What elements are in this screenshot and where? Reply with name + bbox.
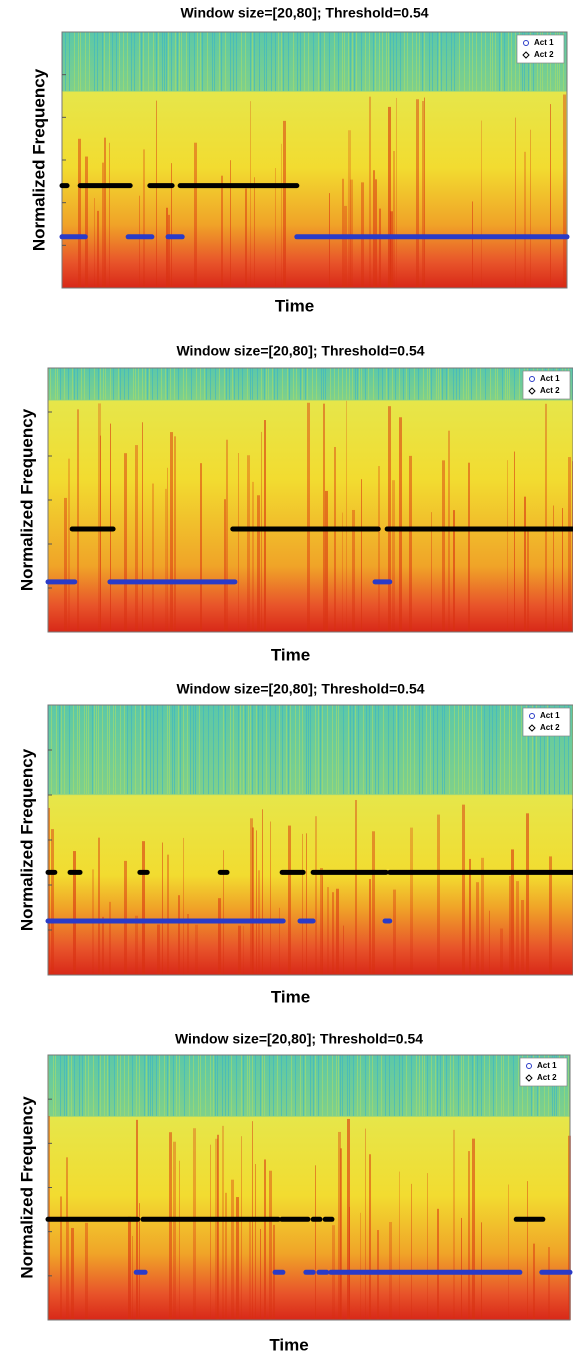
- legend-box: [519, 1057, 568, 1087]
- chart-title: Window size=[20,80]; Threshold=0.54: [176, 681, 424, 697]
- legend-marker: [525, 1074, 533, 1082]
- legend-marker: [529, 713, 535, 719]
- legend-marker: [528, 724, 536, 732]
- x-axis-label: Time: [269, 1335, 308, 1354]
- legend-box: [522, 707, 571, 737]
- x-axis-label: Time: [271, 645, 310, 664]
- chart-title: Window size=[20,80]; Threshold=0.54: [180, 5, 428, 21]
- y-axis-label: Normalized Frequency: [17, 1096, 36, 1279]
- legend-box: [522, 370, 571, 400]
- legend-label: Act 2: [540, 386, 560, 395]
- legend-label: Act 2: [534, 50, 554, 59]
- legend-marker: [528, 387, 536, 395]
- legend-marker: [523, 40, 529, 46]
- legend-box: [516, 34, 565, 64]
- legend-label: Act 1: [534, 38, 554, 47]
- legend-label: Act 1: [540, 711, 560, 720]
- x-axis-label: Time: [275, 296, 314, 315]
- y-axis-label: Normalized Frequency: [17, 408, 36, 591]
- y-axis-label: Normalized Frequency: [17, 748, 36, 931]
- spectrogram: [48, 1055, 570, 1320]
- x-axis-label: Time: [271, 987, 310, 1006]
- spectrogram-texture: [48, 705, 573, 975]
- legend-marker: [526, 1063, 532, 1069]
- legend-marker: [522, 51, 530, 59]
- legend-marker: [529, 376, 535, 382]
- chart-title: Window size=[20,80]; Threshold=0.54: [175, 1031, 423, 1047]
- spectrogram: [62, 32, 567, 288]
- spectrogram: [48, 368, 573, 632]
- chart-title: Window size=[20,80]; Threshold=0.54: [176, 343, 424, 359]
- y-axis-label: Normalized Frequency: [29, 68, 48, 251]
- legend-label: Act 1: [540, 374, 560, 383]
- legend-label: Act 2: [540, 723, 560, 732]
- spectrogram-texture: [48, 1055, 571, 1320]
- legend-label: Act 1: [537, 1061, 557, 1070]
- legend-label: Act 2: [537, 1073, 557, 1082]
